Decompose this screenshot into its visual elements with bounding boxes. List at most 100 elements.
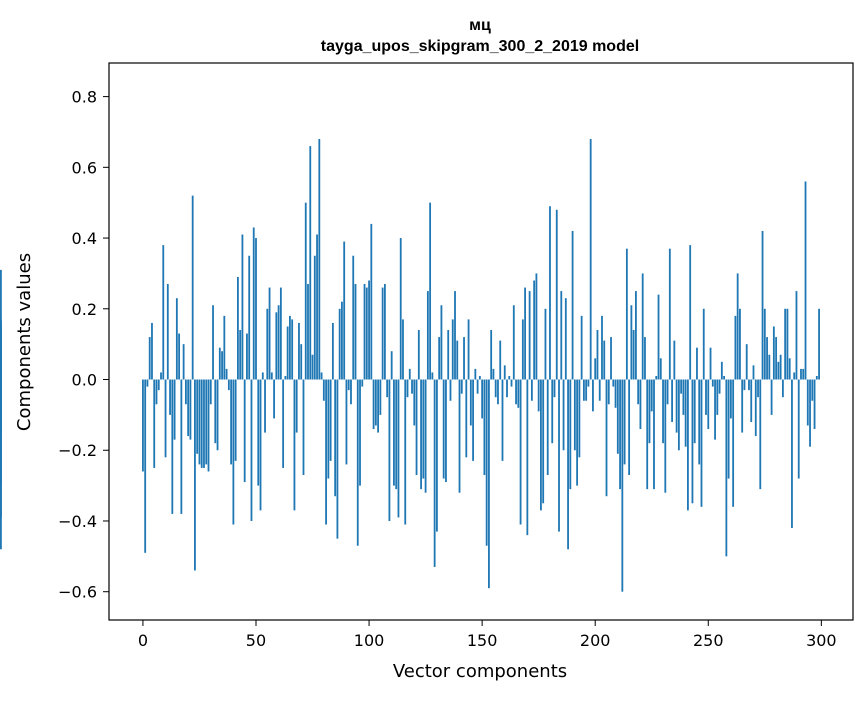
bar [411,379,413,394]
bar [445,379,447,483]
bar [420,379,422,490]
bar [304,202,307,380]
bar [659,358,662,380]
bar [497,379,499,405]
bar [182,344,185,380]
bar [680,379,683,394]
bar [759,379,762,490]
y-tick-label: −0.6 [58,583,97,602]
y-tick-label: 0.6 [72,158,97,177]
bar [702,308,705,380]
bar [153,379,156,468]
bar [406,379,409,398]
bar [818,308,820,380]
bar [655,375,658,380]
bar [809,379,811,447]
bar [426,291,429,380]
bar [515,379,517,405]
bar [700,379,703,507]
y-tick-label: 0.2 [72,300,97,319]
bar [146,379,149,387]
bar [442,379,445,479]
bar [662,379,664,444]
bar [431,372,434,380]
bar [718,379,721,394]
bar [720,361,723,380]
bar [241,234,244,380]
bar [476,379,479,394]
bar [361,379,364,387]
bar [555,209,558,380]
bar [198,379,201,465]
bar [775,337,778,380]
bar [664,379,667,493]
x-tick-label: 200 [580,631,611,650]
bar [711,379,714,387]
x-tick-label: 300 [806,631,837,650]
bar [533,280,536,380]
bar [682,379,685,415]
bar [417,330,420,380]
bar [234,379,237,461]
bar [356,379,359,546]
bar [381,287,384,380]
plot-frame [108,62,854,621]
y-tick-label: 0.8 [72,88,97,107]
bar [341,301,343,380]
x-tick-label: 0 [138,631,148,650]
bar [268,287,271,380]
bar [191,195,194,380]
bar [772,326,775,380]
bar [488,379,490,589]
bar [200,379,203,468]
bar [309,146,312,380]
bar [203,379,205,468]
bar [725,379,728,557]
bar [589,139,592,380]
bar [689,245,692,380]
bar [273,379,275,419]
bar [641,273,644,380]
bar [214,379,217,444]
bar [338,308,341,380]
bar [354,284,357,380]
bar [736,273,739,380]
bar [813,379,816,430]
bar [628,379,631,476]
bar [469,379,472,426]
bar [530,379,533,401]
bar [653,379,655,490]
bar [275,312,278,380]
bar [585,379,588,401]
bar [684,379,687,447]
bar [162,245,165,380]
bar [490,330,493,380]
bar [363,284,366,380]
bar [368,280,370,380]
bar [542,379,545,504]
bar [506,379,508,398]
bar [745,344,748,380]
bar [630,305,633,380]
bar [463,337,465,380]
bar [621,379,624,592]
bar [748,379,750,391]
bar [429,202,432,380]
bar [144,379,147,553]
bar [494,379,497,398]
bar [207,379,210,472]
bar [646,379,649,490]
bar [148,337,151,380]
bar [781,379,784,398]
bar [601,315,603,380]
bar [815,375,818,380]
bar [716,379,719,415]
bar [786,308,789,380]
bar [212,305,214,380]
bar [777,361,780,380]
bar [668,248,671,380]
bar [318,139,321,380]
bar [293,379,296,511]
bar [313,255,316,380]
bar [225,368,228,380]
